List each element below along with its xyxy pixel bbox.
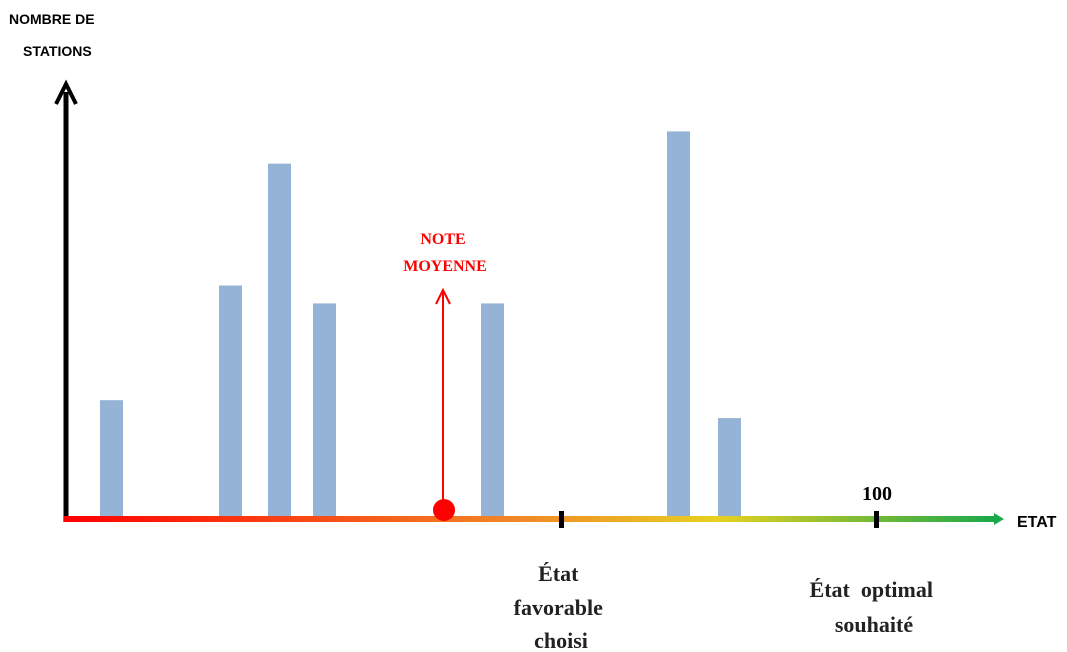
- bar: [718, 418, 741, 522]
- marker-label: NOTE MOYENNE: [403, 231, 487, 275]
- bar: [313, 303, 336, 522]
- y-axis-label-line2: STATIONS: [23, 43, 92, 59]
- x-axis-arrow-icon: [994, 513, 1004, 525]
- tick-label-favorable: État favorable choisi: [514, 561, 609, 652]
- y-axis-label-line1: NOMBRE DE: [9, 11, 95, 27]
- tick-favorable: [559, 511, 564, 528]
- bar: [667, 131, 690, 522]
- tick-optimal-value: 100: [862, 483, 892, 505]
- tick-label-optimal: État optimal souhaité: [810, 577, 939, 637]
- bar: [219, 285, 242, 522]
- marker-label-line1: NOTE: [420, 231, 465, 248]
- tick-label-favorable-line2: favorable: [514, 595, 603, 620]
- marker-arrow-icon: [435, 287, 451, 305]
- bar: [481, 303, 504, 522]
- tick-label-favorable-line3: choisi: [534, 628, 588, 652]
- y-axis-arrow-icon: [54, 79, 78, 105]
- x-axis-label: ETAT: [1017, 514, 1057, 531]
- marker-dot: [433, 499, 455, 521]
- tick-label-optimal-line1: État optimal: [810, 577, 933, 602]
- tick-label-favorable-line1: État: [538, 561, 579, 586]
- y-axis-label: NOMBRE DE STATIONS: [9, 11, 98, 59]
- bar: [100, 400, 123, 522]
- bar: [268, 163, 291, 522]
- bars: [100, 131, 741, 522]
- x-axis: [64, 516, 996, 522]
- marker-label-line2: MOYENNE: [403, 258, 487, 275]
- tick-label-optimal-line2: souhaité: [835, 612, 913, 637]
- tick-optimal: [874, 511, 879, 528]
